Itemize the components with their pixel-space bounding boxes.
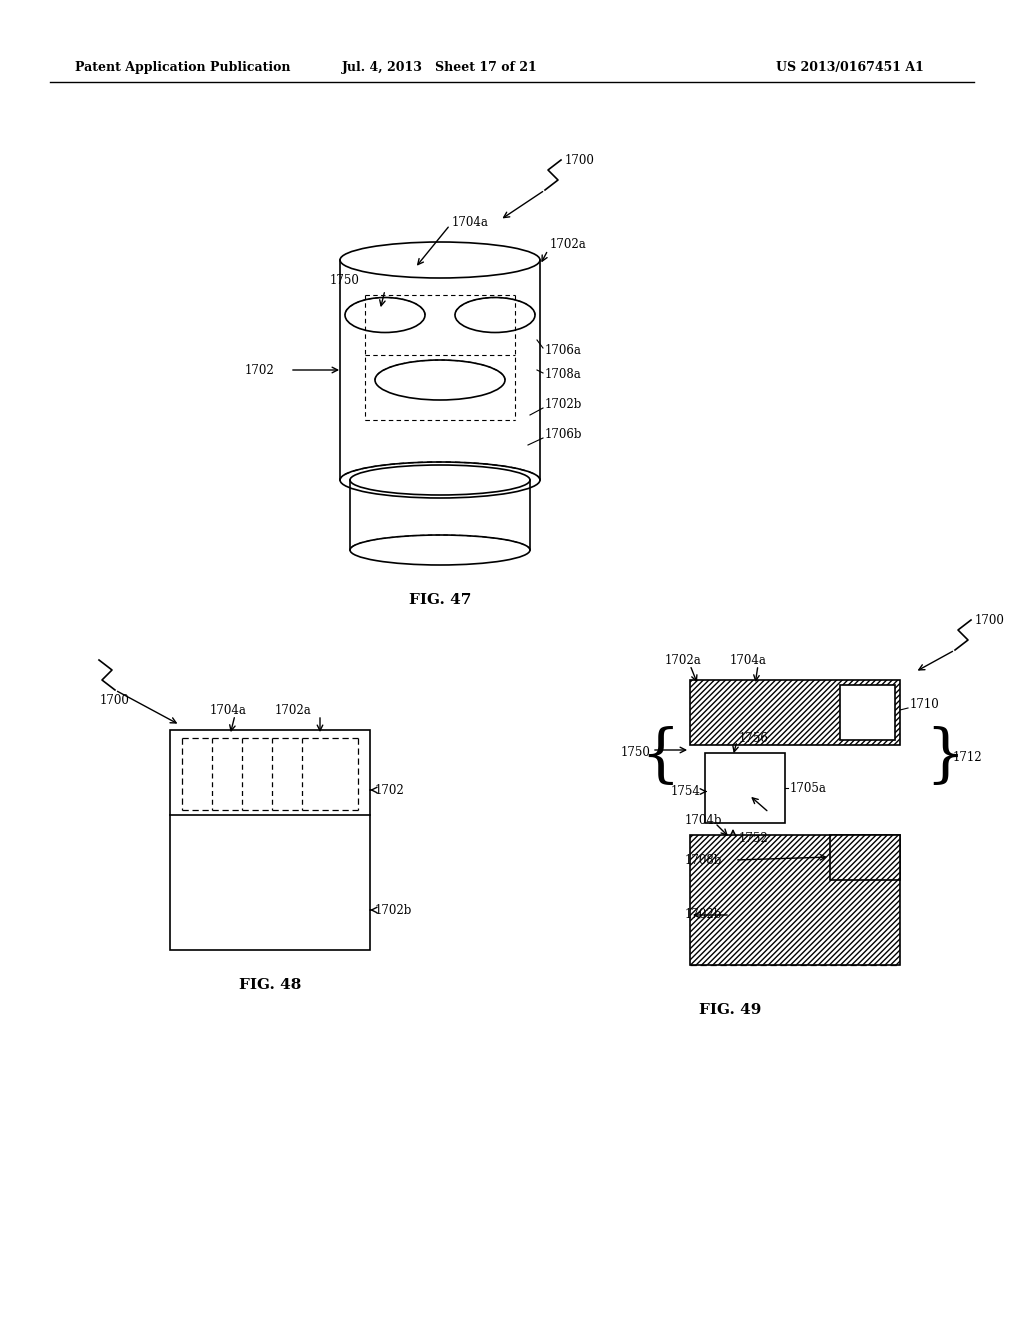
Text: 1702b: 1702b: [685, 908, 722, 921]
Text: 1704a: 1704a: [730, 653, 767, 667]
Text: 1702: 1702: [245, 363, 274, 376]
Text: US 2013/0167451 A1: US 2013/0167451 A1: [776, 62, 924, 74]
Text: 1704a: 1704a: [452, 216, 488, 230]
Text: 1705a: 1705a: [790, 781, 826, 795]
Bar: [705, 752, 785, 822]
Text: 1702b: 1702b: [545, 399, 583, 412]
Text: }: }: [925, 727, 965, 788]
Bar: [170, 730, 370, 950]
Text: 1704a: 1704a: [210, 704, 247, 717]
Text: {: {: [640, 727, 680, 788]
Text: 1708b: 1708b: [685, 854, 722, 866]
Text: FIG. 48: FIG. 48: [239, 978, 301, 993]
Text: Patent Application Publication: Patent Application Publication: [75, 62, 291, 74]
Text: Jul. 4, 2013   Sheet 17 of 21: Jul. 4, 2013 Sheet 17 of 21: [342, 62, 538, 74]
Bar: [830, 836, 900, 880]
Bar: [690, 680, 900, 744]
Text: 1708a: 1708a: [545, 368, 582, 381]
Text: 1754: 1754: [670, 785, 700, 799]
Text: FIG. 49: FIG. 49: [698, 1003, 761, 1016]
Text: 1750: 1750: [621, 747, 650, 759]
Text: 1702a: 1702a: [665, 653, 701, 667]
Text: 1706a: 1706a: [545, 343, 582, 356]
Bar: [690, 836, 900, 965]
Bar: [840, 685, 895, 741]
Text: 1710: 1710: [910, 698, 940, 711]
Text: 1700: 1700: [975, 614, 1005, 627]
Text: 1750: 1750: [330, 273, 359, 286]
Text: 1702: 1702: [375, 784, 404, 796]
Text: 1756: 1756: [739, 731, 769, 744]
Text: 1704b: 1704b: [685, 813, 723, 826]
Text: 1700: 1700: [100, 693, 130, 706]
Text: 1702b: 1702b: [375, 903, 413, 916]
Text: FIG. 47: FIG. 47: [409, 593, 471, 607]
Text: 1700: 1700: [565, 153, 595, 166]
Text: 1702a: 1702a: [275, 704, 311, 717]
Text: 1752: 1752: [739, 832, 769, 845]
Text: 1706b: 1706b: [545, 429, 583, 441]
Text: 1702a: 1702a: [550, 239, 587, 252]
Text: 1712: 1712: [953, 751, 983, 764]
